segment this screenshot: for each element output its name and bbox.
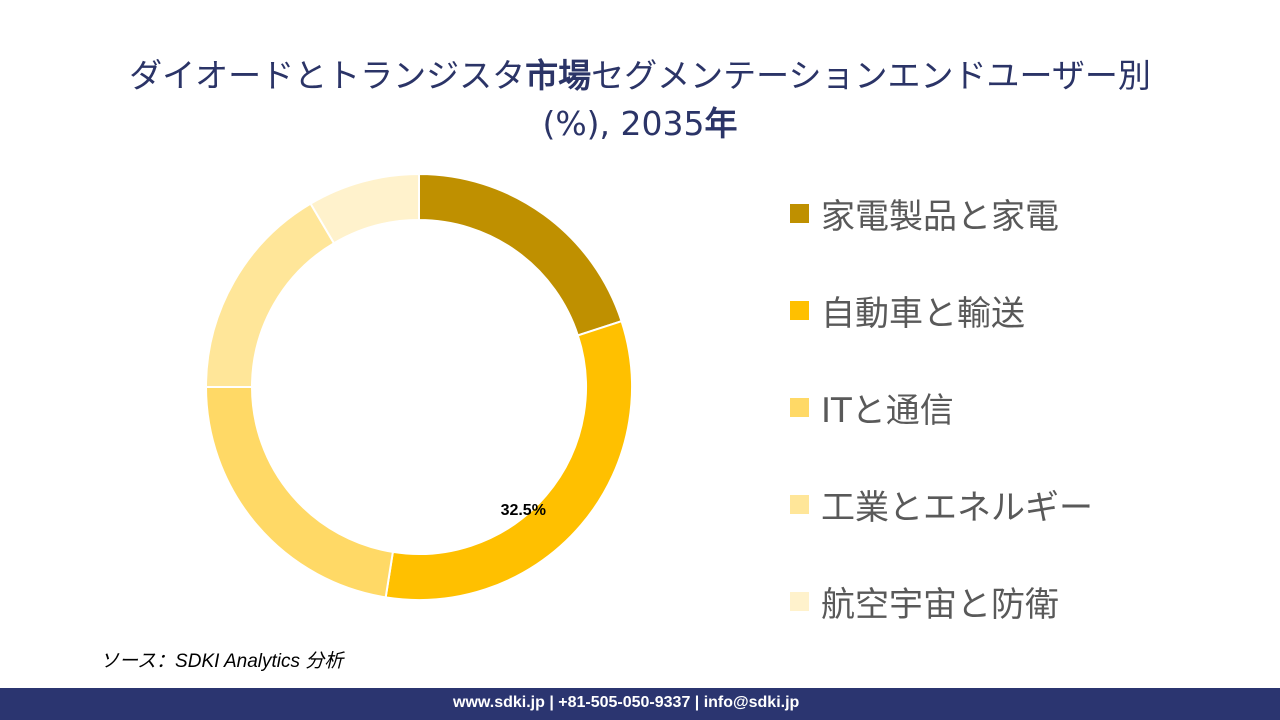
legend-item: 航空宇宙と防衛 [790, 553, 1093, 650]
legend-item: ITと通信 [790, 359, 1093, 456]
legend-label: ITと通信 [821, 391, 954, 431]
legend-swatch [790, 301, 809, 320]
legend-swatch [790, 204, 809, 223]
title-text-2: セグメンテーションエンドユーザー別 [591, 56, 1151, 95]
legend-swatch [790, 495, 809, 514]
source-note: ソース：SDKI Analytics 分析 [100, 651, 344, 672]
data-label: 32.5% [501, 502, 546, 519]
donut-slice [384, 319, 633, 601]
legend-label: 自動車と輸送 [821, 294, 1025, 334]
title-bold: 市場 [525, 56, 592, 95]
legend: 家電製品と家電 自動車と輸送 ITと通信工業とエネルギー 航空宇宙と防衛 [790, 165, 1093, 650]
legend-label: 家電製品と家電 [821, 197, 1059, 237]
legend-item: 工業とエネルギー [790, 456, 1093, 553]
title-text: ダイオードとトランジスタ [129, 56, 526, 95]
donut-slice [204, 386, 395, 599]
legend-label: 工業とエネルギー [821, 488, 1093, 528]
legend-item: 自動車と輸送 [790, 262, 1093, 359]
legend-label: 航空宇宙と防衛 [821, 585, 1059, 625]
legend-item: 家電製品と家電 [790, 165, 1093, 262]
donut-slice [418, 172, 623, 337]
title-year: (%), 2035 [542, 104, 705, 143]
legend-swatch [790, 398, 809, 417]
footer-bar: www.sdki.jp | +81-505-050-9337 | info@sd… [0, 688, 1280, 720]
footer-contact: www.sdki.jp | +81-505-050-9337 | info@sd… [453, 694, 800, 711]
legend-swatch [790, 592, 809, 611]
chart-title: ダイオードとトランジスタ市場セグメンテーションエンドユーザー別 (%), 203… [0, 52, 1280, 148]
title-year-suffix: 年 [704, 104, 738, 143]
donut-slice [309, 172, 420, 245]
donut-slice [204, 202, 336, 388]
